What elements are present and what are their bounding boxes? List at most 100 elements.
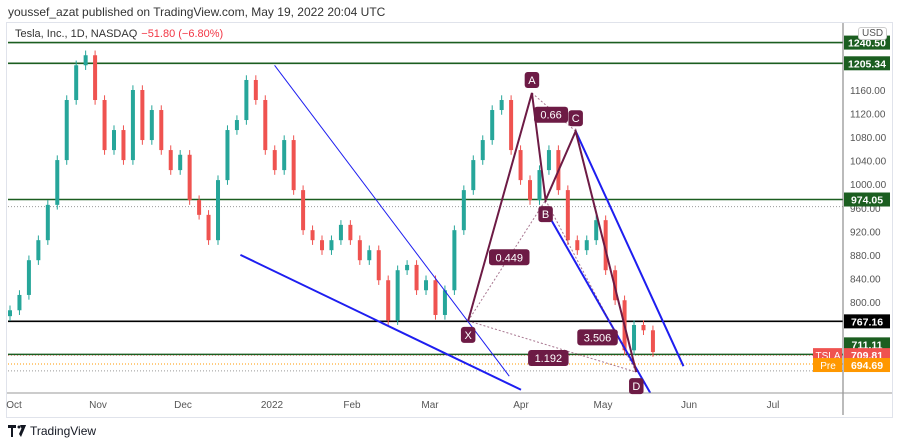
candle-body: [234, 120, 239, 131]
candle-body: [480, 140, 485, 161]
candle-body: [216, 180, 221, 241]
candle-body: [253, 79, 258, 101]
candle-body: [282, 140, 287, 171]
candle-body: [338, 224, 343, 241]
price-tick-label: 880.00: [850, 251, 881, 262]
candle-body: [310, 230, 315, 241]
candle-body: [320, 240, 325, 251]
candle-body: [187, 154, 192, 201]
candle-body: [206, 214, 211, 241]
candle-body: [329, 240, 334, 251]
time-tick-label: Apr: [513, 400, 529, 411]
candle-body: [93, 55, 98, 101]
time-tick-label: Oct: [6, 400, 22, 411]
candle-body: [452, 230, 457, 291]
candle-body: [263, 100, 268, 151]
level-price-label-bg: [844, 314, 890, 329]
time-tick-label: 2022: [261, 400, 284, 411]
candle-body: [26, 260, 31, 295]
price-tick-label: 1160.00: [850, 86, 886, 97]
candle-body: [565, 190, 570, 241]
last-price-tag: TSLA: [815, 351, 840, 362]
pattern-point-label-bg: [538, 206, 553, 223]
time-tick-label: Mar: [421, 400, 439, 411]
candle-body: [244, 79, 249, 121]
candle-body: [641, 324, 646, 331]
pattern-point-label: C: [572, 113, 580, 125]
tradingview-logo-icon: [8, 425, 26, 437]
candle-body: [575, 240, 580, 251]
tradingview-logo-text: TradingView: [30, 424, 97, 438]
candle-body: [414, 264, 419, 291]
level-price-label-bg: [844, 337, 890, 352]
premarket-tag: Pre: [820, 361, 836, 372]
candle-body: [83, 55, 88, 66]
pattern-ratio-label-bg: [534, 106, 569, 123]
candle-body: [55, 160, 60, 205]
candle-body: [650, 330, 655, 353]
pattern-point-label-bg: [629, 378, 644, 395]
candle-body: [405, 264, 410, 271]
candle-body: [168, 150, 173, 171]
candle-body: [528, 180, 533, 201]
time-tick-label: May: [594, 400, 613, 411]
trend-channel-line: [274, 64, 510, 377]
symbol-legend: Tesla, Inc., 1D, NASDAQ −51.80 (−6.80%): [15, 28, 224, 40]
currency-button[interactable]: USD: [858, 27, 888, 40]
time-tick-label: Jul: [767, 400, 780, 411]
candle-body: [301, 190, 306, 231]
premarket-tag-bg: [813, 358, 842, 373]
candle-body: [112, 130, 117, 151]
candle-body: [225, 130, 230, 181]
candle-body: [140, 90, 145, 141]
time-tick-label: Dec: [174, 400, 192, 411]
pattern-point-label: D: [632, 381, 640, 393]
level-price-label: 1205.34: [848, 58, 886, 70]
time-tick-label: Nov: [89, 400, 107, 411]
candle-body: [546, 150, 551, 171]
candle-body: [584, 240, 589, 251]
candle-body: [17, 294, 22, 311]
premarket-price-label-bg: [844, 358, 890, 373]
candle-body: [499, 100, 504, 111]
pattern-ratio-line: [468, 320, 637, 373]
price-tick-label: 840.00: [850, 274, 881, 285]
candle-body: [102, 100, 107, 151]
price-tick-label: 1040.00: [850, 157, 887, 168]
price-tick-label: 920.00: [850, 227, 881, 238]
premarket-price-label: 694.69: [851, 360, 883, 372]
tradingview-logo[interactable]: TradingView: [8, 424, 96, 438]
pattern-point-label: X: [464, 330, 472, 342]
candle-body: [121, 130, 126, 161]
candle-body: [367, 250, 372, 261]
pattern-point-label-bg: [524, 71, 540, 88]
pattern-ratio-label-bg: [489, 249, 530, 266]
chart-frame: [6, 22, 893, 418]
candle-body: [36, 240, 41, 261]
level-price-label: 1240.50: [848, 38, 886, 50]
publisher-line: youssef_azat published on TradingView.co…: [8, 5, 386, 19]
plot-area: [8, 41, 843, 393]
candle-body: [537, 170, 542, 201]
candle-body: [433, 280, 438, 315]
level-price-label-bg: [844, 56, 890, 71]
trend-channel-line: [574, 130, 685, 367]
price-tick-label: 800.00: [850, 298, 881, 309]
candle-body: [376, 250, 381, 281]
pattern-ratio-label-bg: [577, 329, 618, 346]
candle-body: [149, 110, 154, 141]
price-tick-label: 1120.00: [850, 110, 886, 121]
candle-body: [386, 280, 391, 321]
trend-channel-line: [544, 209, 652, 393]
candle-body: [594, 220, 599, 241]
candle-body: [45, 204, 50, 241]
candle-body: [272, 150, 277, 171]
pattern-point-label: A: [528, 75, 536, 87]
time-tick-label: Jun: [681, 400, 697, 411]
candle-body: [490, 110, 495, 141]
candle-body: [159, 110, 164, 151]
price-tick-label: 960.00: [850, 204, 881, 215]
price-tick-label: 1000.00: [850, 180, 887, 191]
candle-body: [74, 65, 79, 101]
